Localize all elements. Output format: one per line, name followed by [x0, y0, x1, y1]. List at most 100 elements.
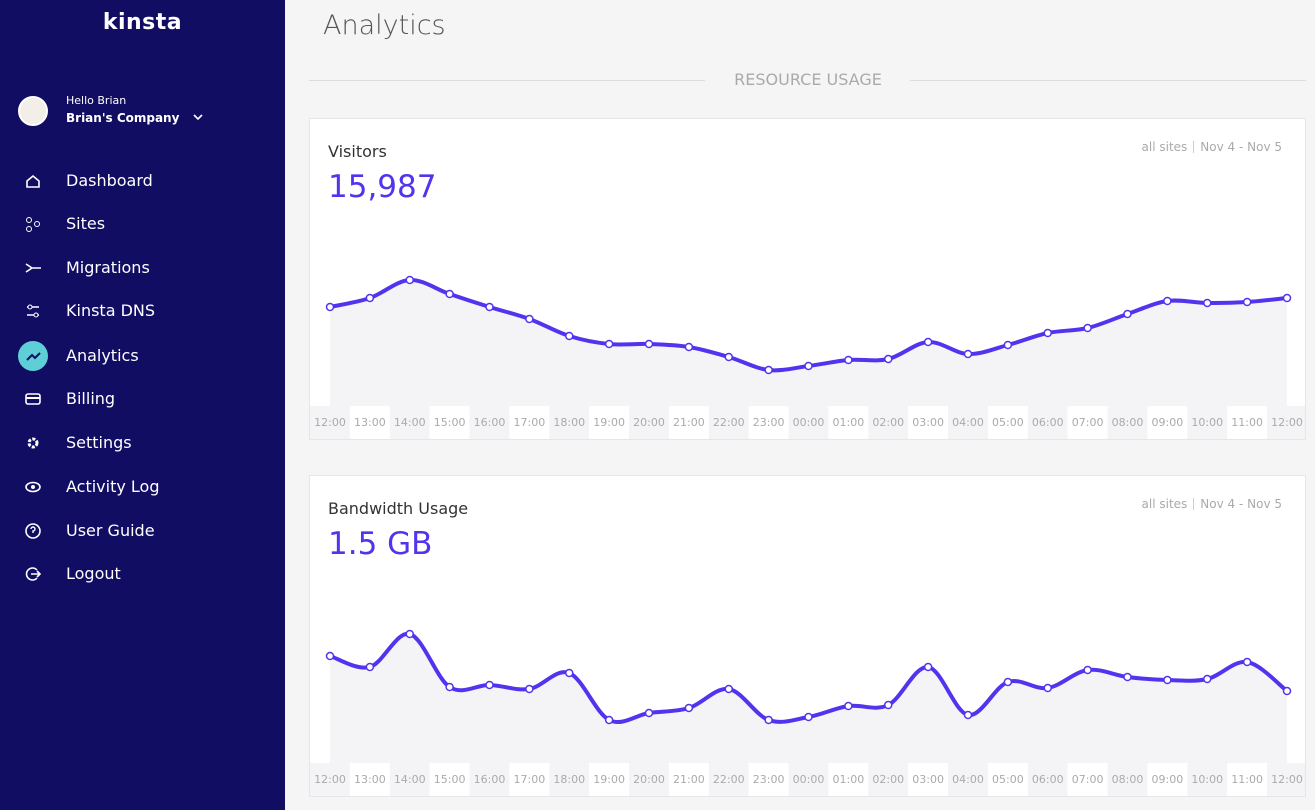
- x-tick-label: 14:00: [394, 773, 426, 786]
- x-tick-label: 12:00: [314, 416, 346, 429]
- nav-item[interactable]: Migrations: [0, 248, 285, 288]
- nav-item[interactable]: Settings: [0, 423, 285, 463]
- x-label-box: [469, 406, 510, 439]
- nav-label[interactable]: Migrations: [66, 258, 150, 277]
- x-label-box: [389, 406, 430, 439]
- nav-label[interactable]: Dashboard: [66, 171, 153, 190]
- avatar[interactable]: [18, 96, 48, 126]
- x-tick-label: 19:00: [593, 416, 625, 429]
- nav-label[interactable]: Settings: [66, 433, 132, 452]
- x-label-box: [509, 406, 550, 439]
- divider: [910, 80, 1306, 81]
- nav-label[interactable]: Kinsta DNS: [66, 301, 156, 320]
- nav-label[interactable]: Billing: [66, 389, 116, 408]
- nav-item[interactable]: Dashboard: [0, 161, 285, 201]
- point: [923, 662, 933, 672]
- point: [923, 337, 933, 347]
- x-label-box: [1267, 763, 1305, 796]
- point: [405, 275, 414, 285]
- x-label-box: [868, 763, 909, 796]
- scope: all sites: [1141, 140, 1188, 154]
- x-label-box: [469, 763, 510, 796]
- x-tick-label: 07:00: [1072, 773, 1104, 786]
- nav-item[interactable]: Sites: [0, 204, 285, 244]
- point: [1083, 665, 1092, 675]
- greeting: Hello Brian: [66, 94, 127, 107]
- x-tick-label: 10:00: [1191, 773, 1223, 786]
- nav-label[interactable]: User Guide: [66, 521, 155, 540]
- x-label-box: [1027, 763, 1068, 796]
- x-tick-label: 11:00: [1231, 773, 1263, 786]
- x-tick-label: 15:00: [434, 416, 466, 429]
- x-label-box: [589, 763, 630, 796]
- area: [330, 279, 1287, 406]
- x-label-box: [589, 406, 630, 439]
- separator: [1193, 498, 1195, 510]
- point: [724, 684, 733, 694]
- point: [1282, 686, 1292, 696]
- x-tick-label: 09:00: [1152, 416, 1184, 429]
- x-label-box: [828, 406, 869, 439]
- point: [365, 662, 375, 672]
- x-label-box: [748, 406, 789, 439]
- chevron[interactable]: [193, 113, 203, 121]
- x-tick-label: 04:00: [952, 773, 984, 786]
- x-tick-label: 21:00: [673, 416, 705, 429]
- x-tick-label: 22:00: [713, 416, 745, 429]
- point: [565, 331, 574, 341]
- nav-item[interactable]: Logout: [0, 554, 285, 594]
- point: [804, 712, 813, 722]
- nav-label[interactable]: Activity Log: [66, 477, 160, 496]
- x-label-box: [1067, 763, 1108, 796]
- chart-title: Bandwidth Usage: [328, 499, 469, 518]
- point: [644, 339, 654, 349]
- point: [884, 354, 893, 364]
- point: [963, 710, 973, 720]
- nav-item[interactable]: Analytics: [0, 336, 285, 376]
- nav-item[interactable]: User Guide: [0, 511, 285, 551]
- scope: all sites: [1141, 497, 1188, 511]
- point: [1203, 298, 1212, 308]
- x-label-box: [349, 406, 390, 439]
- date-range: Nov 4 - Nov 5: [1200, 140, 1282, 154]
- x-label-box: [668, 406, 709, 439]
- x-tick-label: 03:00: [912, 773, 944, 786]
- x-tick-label: 07:00: [1072, 416, 1104, 429]
- x-label-box: [429, 763, 470, 796]
- x-label-box: [828, 763, 869, 796]
- company[interactable]: Brian's Company: [66, 111, 180, 125]
- x-tick-label: 01:00: [833, 416, 865, 429]
- x-label-box: [629, 406, 669, 439]
- point: [604, 715, 614, 725]
- nav-item[interactable]: Activity Log: [0, 467, 285, 507]
- x-tick-label: 17:00: [514, 773, 546, 786]
- nav-item[interactable]: Billing: [0, 379, 285, 419]
- point: [405, 629, 414, 639]
- nav-label[interactable]: Logout: [66, 564, 121, 583]
- x-label-box: [948, 406, 988, 439]
- x-label-box: [1067, 406, 1108, 439]
- x-tick-label: 00:00: [793, 773, 825, 786]
- point: [804, 361, 813, 371]
- x-tick-label: 17:00: [514, 416, 546, 429]
- x-tick-label: 09:00: [1152, 773, 1184, 786]
- x-tick-label: 01:00: [833, 773, 865, 786]
- point: [963, 349, 973, 359]
- x-label-box: [868, 406, 909, 439]
- logo[interactable]: kinsta: [102, 10, 183, 35]
- x-tick-label: 06:00: [1032, 773, 1064, 786]
- chart-meta: all sites Nov 4 - Nov 5: [1142, 140, 1282, 154]
- point: [1043, 328, 1052, 338]
- nav-item[interactable]: Kinsta DNS: [0, 291, 285, 331]
- x-tick-label: 03:00: [912, 416, 944, 429]
- point: [844, 701, 853, 711]
- nav-label[interactable]: Sites: [66, 214, 106, 233]
- x-tick-label: 18:00: [553, 773, 585, 786]
- x-tick-label: 12:00: [314, 773, 346, 786]
- nav-label[interactable]: Analytics: [66, 346, 139, 365]
- x-tick-label: 13:00: [354, 773, 386, 786]
- x-tick-label: 20:00: [633, 416, 665, 429]
- x-label-box: [1227, 763, 1268, 796]
- point: [1203, 674, 1212, 684]
